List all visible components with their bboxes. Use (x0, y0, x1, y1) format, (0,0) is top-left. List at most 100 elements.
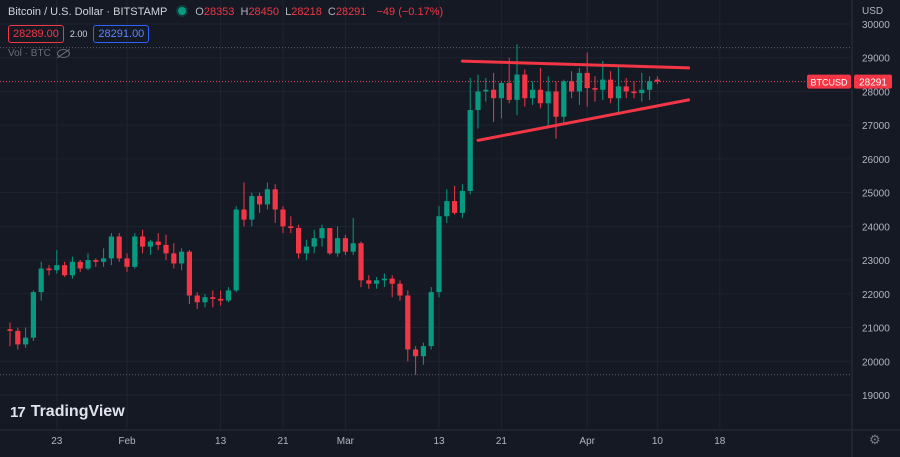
candle-body[interactable] (101, 258, 107, 262)
symbol-title[interactable]: Bitcoin / U.S. Dollar · BITSTAMP (8, 6, 168, 18)
volume-legend[interactable]: Vol · BTC (8, 48, 70, 59)
candle-body[interactable] (93, 260, 99, 262)
candle-body[interactable] (69, 261, 75, 276)
candle-body[interactable] (194, 295, 200, 303)
candle-body[interactable] (483, 89, 489, 92)
candle-body[interactable] (397, 283, 403, 296)
candle-body[interactable] (257, 196, 263, 205)
currency-label: USD (862, 6, 883, 17)
candle-body[interactable] (7, 329, 13, 331)
candle-body[interactable] (623, 86, 629, 92)
candle-body[interactable] (522, 74, 528, 99)
candle-body[interactable] (280, 209, 286, 227)
candle-body[interactable] (374, 280, 380, 284)
bid-button[interactable]: 28289.00 (8, 25, 64, 43)
candle-body[interactable] (140, 236, 146, 247)
candle-body[interactable] (647, 81, 653, 90)
candle-body[interactable] (569, 81, 575, 92)
candle-body[interactable] (54, 265, 60, 271)
trendline-upper[interactable] (460, 59, 691, 70)
tradingview-logo[interactable]: 17 TradingView (10, 403, 125, 421)
candle-body[interactable] (46, 268, 52, 271)
candle-body[interactable] (608, 79, 614, 99)
candle-body[interactable] (342, 238, 348, 252)
candle-body[interactable] (537, 89, 543, 104)
candle-body[interactable] (132, 236, 138, 267)
candle-body[interactable] (413, 349, 419, 357)
ask-button[interactable]: 28291.00 (93, 25, 150, 43)
candle-body[interactable] (553, 91, 559, 117)
x-tick-label: Mar (337, 436, 355, 447)
candle-body[interactable] (452, 201, 458, 213)
candle-body[interactable] (319, 228, 325, 239)
candle-body[interactable] (124, 258, 130, 267)
candle-body[interactable] (514, 74, 520, 100)
candle-body[interactable] (436, 216, 442, 293)
candle-body[interactable] (576, 72, 582, 92)
candle-body[interactable] (631, 91, 637, 94)
candle-body[interactable] (654, 79, 660, 82)
candle-body[interactable] (225, 290, 231, 301)
candle-body[interactable] (15, 330, 21, 345)
candle-body[interactable] (506, 83, 512, 100)
candle-body[interactable] (545, 91, 551, 104)
candle-body[interactable] (444, 201, 450, 217)
candle-body[interactable] (233, 209, 239, 291)
y-tick-label: 21000 (862, 324, 890, 335)
candle-body[interactable] (186, 251, 192, 296)
candle-body[interactable] (389, 278, 395, 284)
candle-body[interactable] (23, 337, 29, 345)
candle-body[interactable] (296, 228, 302, 254)
candle-body[interactable] (108, 236, 114, 259)
candle-body[interactable] (210, 297, 216, 299)
candle-body[interactable] (171, 253, 177, 264)
candle-body[interactable] (366, 280, 372, 284)
candle-body[interactable] (311, 238, 317, 247)
candle-body[interactable] (639, 89, 645, 94)
candle-body[interactable] (530, 89, 536, 99)
candle-body[interactable] (592, 88, 598, 90)
candle-body[interactable] (116, 236, 122, 259)
candle-body[interactable] (327, 228, 333, 254)
candle-body[interactable] (381, 278, 387, 281)
candle-body[interactable] (147, 241, 153, 247)
candle-body[interactable] (491, 89, 497, 99)
candle-body[interactable] (600, 79, 606, 90)
candle-body[interactable] (77, 261, 83, 269)
candle-body[interactable] (249, 196, 255, 220)
candle-body[interactable] (405, 295, 411, 350)
candle-body[interactable] (335, 238, 341, 254)
candle-body[interactable] (350, 243, 356, 252)
candle-body[interactable] (459, 190, 465, 213)
candle-body[interactable] (38, 268, 44, 293)
close-value: 28291 (335, 6, 367, 18)
open-label: O (195, 6, 204, 18)
candle-body[interactable] (179, 251, 185, 264)
candle-body[interactable] (498, 83, 504, 99)
candle-body[interactable] (420, 346, 426, 357)
candle-body[interactable] (264, 189, 270, 205)
candle-body[interactable] (358, 243, 364, 281)
candle-body[interactable] (218, 298, 224, 301)
candle-body[interactable] (428, 292, 434, 347)
candle-body[interactable] (475, 91, 481, 111)
hidden-eye-icon[interactable] (56, 49, 70, 58)
candle-body[interactable] (163, 244, 169, 254)
candle-body[interactable] (241, 209, 247, 220)
candle-body[interactable] (62, 265, 68, 276)
candle-body[interactable] (561, 81, 567, 117)
candle-body[interactable] (155, 241, 161, 245)
candle-body[interactable] (85, 260, 91, 269)
candle-body[interactable] (467, 110, 473, 191)
trendline-lower[interactable] (476, 98, 691, 142)
candle-body[interactable] (303, 246, 309, 254)
candle-body[interactable] (202, 297, 208, 303)
candle-body[interactable] (584, 72, 590, 89)
candle-body[interactable] (615, 86, 621, 99)
candle-body[interactable] (30, 292, 36, 338)
candle-body[interactable] (272, 189, 278, 210)
gear-icon[interactable]: ⚙ (869, 432, 881, 447)
y-tick-label: 29000 (862, 54, 890, 65)
candle-body[interactable] (288, 226, 294, 229)
